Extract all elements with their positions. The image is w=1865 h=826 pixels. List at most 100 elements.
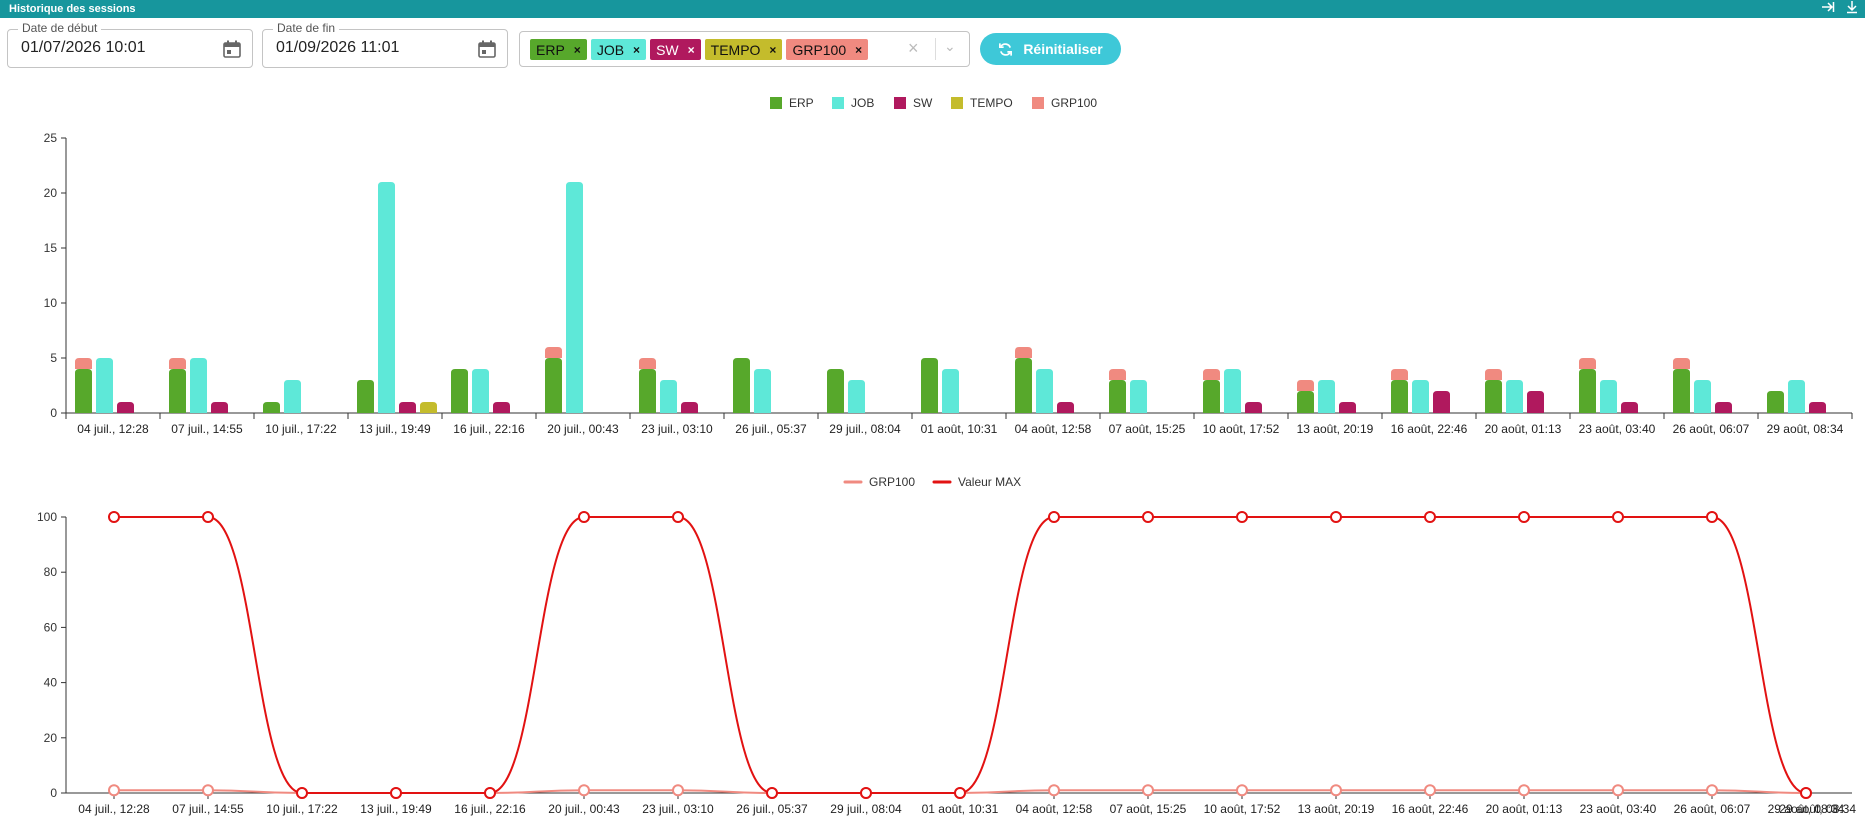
point-valeur-max bbox=[390, 787, 402, 799]
reset-label: Réinitialiser bbox=[1023, 41, 1103, 57]
x-tick-label: 13 juil., 19:49 bbox=[359, 422, 431, 436]
legend-item-erp: ERP bbox=[770, 96, 814, 110]
legend-label: GRP100 bbox=[1051, 96, 1097, 110]
legend-swatch bbox=[894, 97, 906, 109]
x-tick-label: 23 août, 03:40 bbox=[1580, 802, 1657, 816]
bar-job bbox=[660, 380, 677, 413]
chevron-down-icon[interactable]: ⌄ bbox=[944, 38, 956, 54]
x-tick-label: 07 août, 15:25 bbox=[1110, 802, 1187, 816]
bar-grp100 bbox=[169, 358, 186, 369]
point-valeur-max bbox=[766, 787, 778, 799]
bar-erp bbox=[639, 369, 656, 413]
y-tick-label: 40 bbox=[44, 676, 58, 690]
legend-item-job: JOB bbox=[832, 96, 874, 110]
chip-label: TEMPO bbox=[710, 41, 761, 58]
x-tick-label: 10 juil., 17:22 bbox=[265, 422, 337, 436]
bar-grp100 bbox=[1391, 369, 1408, 380]
y-tick-label: 20 bbox=[44, 731, 58, 745]
chip-remove-icon[interactable]: × bbox=[769, 42, 777, 57]
chip-job: JOB × bbox=[590, 39, 647, 60]
bar-sw bbox=[211, 402, 228, 413]
x-tick-label: 10 juil., 17:22 bbox=[266, 802, 338, 816]
legend-label: Valeur MAX bbox=[958, 475, 1021, 489]
calendar-icon[interactable] bbox=[477, 39, 497, 59]
point-valeur-max bbox=[1612, 511, 1624, 523]
calendar-icon[interactable] bbox=[222, 39, 242, 59]
bar-grp100 bbox=[639, 358, 656, 369]
end-date-field[interactable]: Date de fin 01/09/2026 11:01 bbox=[262, 21, 508, 68]
bar-erp bbox=[1579, 369, 1596, 413]
bar-job bbox=[1412, 380, 1429, 413]
x-tick-label: 23 juil., 03:10 bbox=[642, 802, 714, 816]
point-valeur-max bbox=[1236, 511, 1248, 523]
point-grp100 bbox=[1048, 784, 1060, 797]
clear-all-icon[interactable]: × bbox=[908, 38, 919, 58]
start-date-value[interactable]: 01/07/2026 10:01 bbox=[21, 39, 146, 56]
bar-erp bbox=[451, 369, 468, 413]
legend-item-tempo: TEMPO bbox=[951, 96, 1013, 110]
chip-remove-icon[interactable]: × bbox=[573, 42, 581, 57]
chip-remove-icon[interactable]: × bbox=[855, 42, 863, 57]
bar-erp bbox=[1391, 380, 1408, 413]
bar-grp100 bbox=[1485, 369, 1502, 380]
point-valeur-max bbox=[1706, 511, 1718, 523]
point-valeur-max bbox=[860, 787, 872, 799]
download-icon[interactable] bbox=[1845, 0, 1859, 14]
bar-erp bbox=[733, 358, 750, 413]
point-valeur-max bbox=[672, 511, 684, 523]
bar-grp100 bbox=[1203, 369, 1220, 380]
refresh-icon bbox=[999, 42, 1013, 56]
bar-sw bbox=[681, 402, 698, 413]
chart-legend: GRP100 Valeur MAX bbox=[843, 475, 1021, 489]
bar-sw bbox=[1057, 402, 1074, 413]
x-tick-label: 20 août, 01:13 bbox=[1485, 422, 1562, 436]
x-tick-label: 23 août, 03:40 bbox=[1579, 422, 1656, 436]
divider bbox=[935, 38, 936, 60]
x-tick-label: 10 août, 17:52 bbox=[1203, 422, 1280, 436]
point-grp100 bbox=[672, 784, 684, 797]
x-tick-label: 26 juil., 05:37 bbox=[735, 422, 807, 436]
chip-remove-icon[interactable]: × bbox=[633, 42, 641, 57]
bar-erp bbox=[1673, 369, 1690, 413]
x-tick-label: 01 août, 10:31 bbox=[921, 422, 998, 436]
bar-job bbox=[472, 369, 489, 413]
point-grp100 bbox=[1706, 784, 1718, 797]
bar-erp bbox=[1297, 391, 1314, 413]
bar-grp100 bbox=[1673, 358, 1690, 369]
y-tick-label: 80 bbox=[44, 565, 58, 579]
end-date-value[interactable]: 01/09/2026 11:01 bbox=[276, 39, 400, 56]
point-valeur-max bbox=[296, 787, 308, 799]
chip-label: ERP bbox=[536, 41, 565, 58]
x-tick-label: 04 juil., 12:28 bbox=[77, 422, 149, 436]
point-grp100 bbox=[1330, 784, 1342, 797]
x-tick-label: 04 août, 12:58 bbox=[1016, 802, 1093, 816]
bar-sw bbox=[1245, 402, 1262, 413]
x-tick-label: 07 juil., 14:55 bbox=[172, 802, 244, 816]
y-tick-label: 25 bbox=[44, 131, 58, 145]
bar-job bbox=[754, 369, 771, 413]
legend-swatch bbox=[770, 97, 782, 109]
x-tick-label: 29 juil., 08:04 bbox=[829, 422, 901, 436]
start-date-field[interactable]: Date de début 01/07/2026 10:01 bbox=[7, 21, 253, 68]
chip-label: JOB bbox=[596, 41, 625, 58]
x-tick-label: 10 août, 17:52 bbox=[1204, 802, 1281, 816]
collapse-right-icon[interactable] bbox=[1821, 0, 1835, 14]
point-valeur-max bbox=[1424, 511, 1436, 523]
window-title: Historique des sessions bbox=[9, 3, 136, 15]
chip-sw: SW × bbox=[650, 39, 701, 60]
y-tick-label: 20 bbox=[44, 186, 58, 200]
bar-sw bbox=[1715, 402, 1732, 413]
bar-job bbox=[942, 369, 959, 413]
legend-label: GRP100 bbox=[869, 475, 915, 489]
reset-button[interactable]: Réinitialiser bbox=[980, 33, 1121, 65]
chip-remove-icon[interactable]: × bbox=[687, 42, 695, 57]
x-tick-label: 20 juil., 00:43 bbox=[547, 422, 619, 436]
bar-grp100 bbox=[1579, 358, 1596, 369]
legend-item-grp100: GRP100 bbox=[1032, 96, 1097, 110]
x-tick-label: 07 août, 15:25 bbox=[1109, 422, 1186, 436]
series-multiselect[interactable]: ERP × JOB × SW × TEMPO × GRP100 × × ⌄ bbox=[519, 31, 970, 67]
legend-item-sw: SW bbox=[894, 96, 933, 110]
bar-sw bbox=[1433, 391, 1450, 413]
bar-erp bbox=[1015, 358, 1032, 413]
point-valeur-max bbox=[1330, 511, 1342, 523]
